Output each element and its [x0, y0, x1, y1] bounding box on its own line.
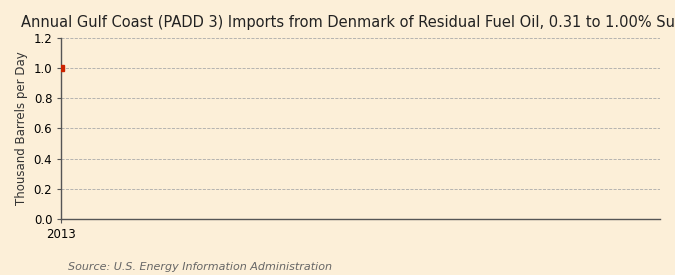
Y-axis label: Thousand Barrels per Day: Thousand Barrels per Day: [15, 51, 28, 205]
Text: Source: U.S. Energy Information Administration: Source: U.S. Energy Information Administ…: [68, 262, 331, 272]
Title: Annual Gulf Coast (PADD 3) Imports from Denmark of Residual Fuel Oil, 0.31 to 1.: Annual Gulf Coast (PADD 3) Imports from …: [22, 15, 675, 30]
